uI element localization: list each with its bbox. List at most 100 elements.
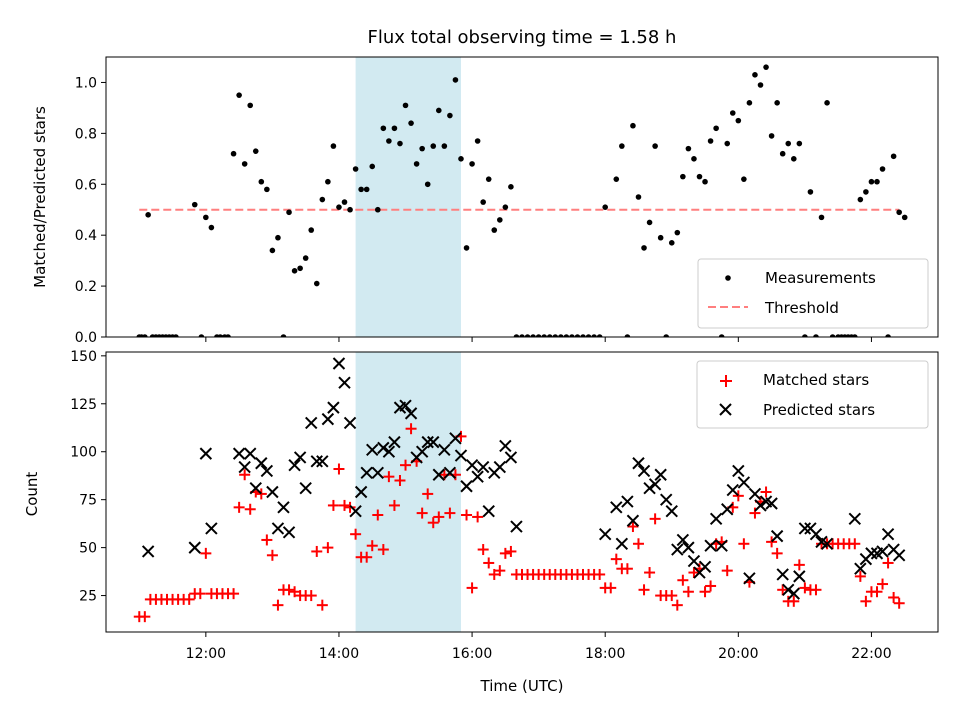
predicted-star-stroke	[371, 466, 384, 480]
predicted-star-point	[782, 583, 795, 597]
predicted-star-point	[632, 457, 645, 470]
predicted-star-stroke	[282, 526, 296, 539]
measurement-point	[380, 125, 387, 132]
matched-star-point	[477, 544, 489, 556]
predicted-star-point	[715, 539, 728, 552]
measurement-point	[863, 189, 869, 195]
matched-star-point	[233, 501, 245, 513]
measurement-point	[513, 334, 520, 337]
predicted-star-stroke	[887, 543, 900, 556]
measurement-point	[624, 334, 631, 337]
predicted-star-stroke	[205, 522, 218, 535]
matched-star-point	[877, 578, 889, 590]
predicted-star-point	[476, 460, 490, 474]
top-axes-frame	[105, 56, 939, 338]
matched-star-point	[444, 507, 456, 519]
matched-star-point	[505, 545, 517, 557]
highlight-band-bottom	[355, 352, 461, 632]
measurement-point	[173, 334, 179, 337]
measurement-point	[497, 217, 503, 223]
bottom-x-tick-label: 18:00	[585, 646, 625, 662]
matched-star-point	[333, 463, 345, 475]
measurement-point	[436, 107, 442, 114]
predicted-star-stroke	[865, 547, 878, 560]
measurement-point	[757, 82, 764, 88]
predicted-star-point	[260, 464, 274, 478]
predicted-star-stroke	[249, 481, 262, 495]
bottom-y-tick-label: 50	[79, 541, 97, 557]
predicted-star-point	[271, 522, 285, 535]
predicted-star-point	[404, 407, 418, 420]
matched-star-point	[339, 499, 351, 511]
predicted-star-point	[338, 376, 351, 389]
measurement-point	[386, 138, 392, 144]
predicted-star-stroke	[449, 432, 462, 445]
matched-star-point	[366, 540, 378, 552]
predicted-star-stroke	[632, 457, 645, 470]
predicted-star-stroke	[598, 527, 612, 541]
predicted-star-point	[648, 478, 662, 491]
predicted-star-point	[660, 493, 673, 506]
predicted-star-stroke	[776, 568, 789, 581]
predicted-star-stroke	[327, 401, 340, 414]
bottom-axes-frame	[105, 351, 939, 633]
predicted-star-point	[449, 432, 462, 445]
predicted-star-point	[471, 470, 484, 483]
measurement-point	[198, 334, 205, 337]
predicted-star-point	[465, 458, 479, 472]
measurement-point	[530, 334, 536, 337]
measurement-point	[741, 176, 747, 182]
predicted-star-stroke	[809, 527, 823, 541]
predicted-star-point	[310, 455, 323, 468]
measurement-point	[480, 199, 486, 205]
predicted-star-stroke	[232, 447, 246, 460]
predicted-star-point	[371, 466, 384, 480]
predicted-star-stroke	[876, 545, 889, 558]
predicted-star-point	[499, 439, 512, 453]
predicted-star-stroke	[704, 539, 717, 552]
predicted-star-stroke	[626, 514, 640, 527]
predicted-star-point	[654, 468, 667, 481]
measurement-point	[569, 334, 575, 337]
matched-star-point	[422, 488, 434, 500]
measurement-point	[746, 100, 753, 106]
measurement-point	[696, 173, 703, 180]
matched-star-point	[488, 568, 500, 580]
matched-star-point	[766, 536, 778, 548]
predicted-star-point	[460, 480, 473, 493]
bottom-x-tick-label: 22:00	[851, 646, 891, 662]
measurement-point	[508, 184, 514, 190]
predicted-star-point	[598, 527, 612, 541]
measurement-point	[802, 334, 808, 337]
predicted-star-point	[671, 543, 684, 556]
measurement-point	[707, 138, 714, 144]
predicted-star-stroke	[721, 503, 734, 516]
measurement-point	[225, 334, 231, 337]
measurement-point	[779, 150, 786, 157]
matched-star-point	[632, 538, 644, 550]
bottom-legend: Matched stars Predicted stars	[696, 360, 929, 429]
predicted-star-point	[754, 499, 767, 512]
top-y-tick-label: 0.6	[75, 177, 97, 193]
predicted-star-stroke	[499, 439, 512, 453]
measurement-point	[668, 240, 675, 246]
measurement-point	[807, 189, 814, 195]
measurement-point	[230, 150, 237, 157]
predicted-star-stroke	[793, 570, 806, 583]
measurement-point	[646, 219, 653, 226]
measurement-point	[502, 204, 509, 210]
predicted-star-stroke	[820, 537, 834, 550]
predicted-star-stroke	[460, 480, 473, 493]
predicted-star-stroke	[637, 464, 651, 478]
predicted-star-stroke	[188, 541, 201, 554]
measurement-point	[369, 163, 376, 170]
predicted-star-stroke	[610, 501, 623, 514]
top-y-tick-label: 1.0	[75, 75, 97, 91]
bottom-x-tick-label: 20:00	[718, 646, 758, 662]
measurement-point	[319, 196, 326, 203]
predicted-star-point	[748, 487, 762, 501]
predicted-star-stroke	[765, 497, 778, 510]
count-points	[133, 357, 906, 623]
predicted-star-point	[776, 568, 789, 581]
